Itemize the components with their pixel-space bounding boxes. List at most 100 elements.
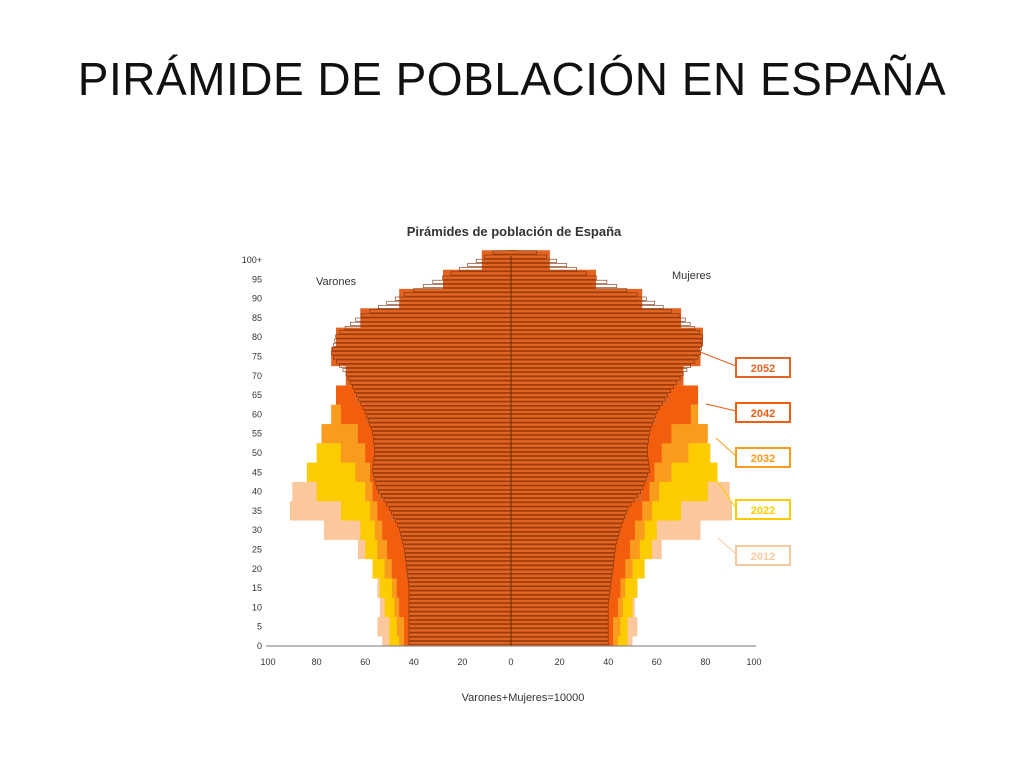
x-axis-label: Varones+Mujeres=10000 bbox=[462, 692, 585, 704]
pyramid-bar bbox=[413, 288, 628, 293]
pyramid-bar bbox=[375, 481, 645, 486]
pyramid-bar bbox=[376, 485, 644, 490]
x-tick-label: 60 bbox=[652, 657, 662, 667]
y-tick-label: 80 bbox=[252, 332, 262, 342]
pyramid-bar bbox=[386, 502, 632, 507]
pyramid-bar bbox=[378, 489, 641, 494]
legend-label-2042: 2042 bbox=[751, 408, 775, 420]
pyramid-bar bbox=[332, 347, 702, 351]
pyramid-bar bbox=[331, 351, 702, 356]
y-tick-label: 45 bbox=[252, 467, 262, 477]
legend-box-2052 bbox=[735, 357, 791, 378]
y-tick-label: 25 bbox=[252, 545, 262, 555]
y-tick-label: 15 bbox=[252, 583, 262, 593]
pyramid-bar bbox=[333, 355, 699, 360]
y-tick-label: 65 bbox=[252, 390, 262, 400]
pyramid-bar bbox=[360, 313, 681, 318]
x-tick-label: 80 bbox=[700, 657, 710, 667]
y-tick-label: 30 bbox=[252, 525, 262, 535]
x-tick-label: 80 bbox=[312, 657, 322, 667]
pyramid-bar bbox=[350, 321, 691, 326]
y-tick-label: 5 bbox=[257, 622, 262, 632]
pyramid-bar bbox=[347, 376, 681, 381]
pyramid-bar bbox=[408, 624, 609, 629]
pyramid-bar bbox=[404, 548, 616, 553]
y-tick-label: 50 bbox=[252, 448, 262, 458]
pyramid-bar bbox=[408, 599, 609, 604]
pyramid-bar bbox=[408, 632, 609, 637]
pyramid-bar bbox=[404, 552, 615, 557]
left-label: Varones bbox=[316, 276, 357, 288]
legend-pointer-2052 bbox=[699, 351, 737, 367]
pyramid-bar bbox=[450, 271, 587, 276]
pyramid-bar bbox=[391, 510, 627, 515]
pyramid-bar bbox=[408, 620, 609, 625]
x-tick-label: 20 bbox=[457, 657, 467, 667]
pyramid-bar bbox=[408, 628, 609, 633]
pyramid-bar bbox=[354, 389, 671, 393]
pyramid-bar bbox=[334, 338, 703, 343]
pyramid-bar bbox=[383, 498, 635, 503]
pyramid-bar bbox=[458, 267, 577, 272]
pyramid-bar bbox=[408, 590, 611, 595]
y-tick-label: 40 bbox=[252, 487, 262, 497]
pyramid-bar bbox=[393, 515, 625, 520]
legend-box-2042 bbox=[735, 402, 791, 423]
pyramid-bar bbox=[432, 279, 608, 284]
legend-label-2012: 2012 bbox=[751, 551, 775, 563]
pyramid-bar bbox=[406, 569, 613, 574]
pyramid-bar bbox=[336, 359, 695, 364]
pyramid-bar bbox=[342, 368, 688, 372]
legend-box-2022 bbox=[735, 499, 791, 520]
pyramid-bar bbox=[403, 292, 638, 297]
pyramid-bar bbox=[349, 380, 678, 385]
pyramid-bar bbox=[381, 494, 638, 498]
pyramid-bar bbox=[405, 557, 615, 562]
pyramid-bar bbox=[344, 326, 696, 330]
pyramid-bar bbox=[406, 565, 614, 570]
pyramid-bar bbox=[408, 607, 609, 612]
legend-layer: 2052 2042 2032 2022 2012 bbox=[699, 351, 791, 566]
pyramid-bar bbox=[422, 284, 618, 288]
pyramid-bar bbox=[475, 258, 557, 263]
legend-label-2032: 2032 bbox=[751, 453, 775, 465]
legend-label-2052: 2052 bbox=[751, 363, 775, 375]
pyramid-bar bbox=[399, 527, 621, 532]
pyramid-bar bbox=[369, 309, 672, 314]
slide-title: PIRÁMIDE DE POBLACIÓN EN ESPAÑA bbox=[77, 53, 947, 105]
legend-pointer-2042 bbox=[705, 403, 737, 412]
x-tick-label: 0 bbox=[508, 657, 513, 667]
pyramid-bar bbox=[408, 615, 609, 620]
pyramid-bar bbox=[408, 586, 611, 591]
pyramid-bar bbox=[492, 250, 537, 255]
pyramid-bar bbox=[407, 573, 613, 578]
y-tick-label: 35 bbox=[252, 506, 262, 516]
y-tick-label: 20 bbox=[252, 564, 262, 574]
pyramid-bar bbox=[397, 523, 622, 528]
x-tick-label: 40 bbox=[409, 657, 419, 667]
legend-pointer-2022 bbox=[714, 477, 737, 509]
y-tick-label: 10 bbox=[252, 602, 262, 612]
pyramid-bar bbox=[441, 275, 598, 280]
pyramid-bar bbox=[408, 603, 609, 608]
y-tick-label: 55 bbox=[252, 429, 262, 439]
y-tick-label: 75 bbox=[252, 352, 262, 362]
y-tick-label: 85 bbox=[252, 313, 262, 323]
y-tick-label: 60 bbox=[252, 409, 262, 419]
pyramid-bar bbox=[360, 401, 663, 406]
y-tick-label: 100+ bbox=[242, 255, 262, 265]
pyramid-bar bbox=[394, 296, 647, 301]
pyramid-bar bbox=[400, 531, 620, 536]
x-tick-label: 100 bbox=[746, 657, 761, 667]
y-tick-label: 95 bbox=[252, 274, 262, 284]
pyramid-bar bbox=[408, 611, 609, 616]
pyramid-bar bbox=[401, 536, 619, 541]
pyramid-bar bbox=[402, 540, 618, 545]
legend-box-2032 bbox=[735, 447, 791, 468]
pyramid-bar bbox=[355, 317, 686, 322]
x-tick-label: 20 bbox=[555, 657, 565, 667]
pyramid-bar bbox=[339, 363, 691, 368]
pyramid-bar bbox=[405, 561, 614, 566]
pyramid-bar bbox=[358, 397, 666, 402]
